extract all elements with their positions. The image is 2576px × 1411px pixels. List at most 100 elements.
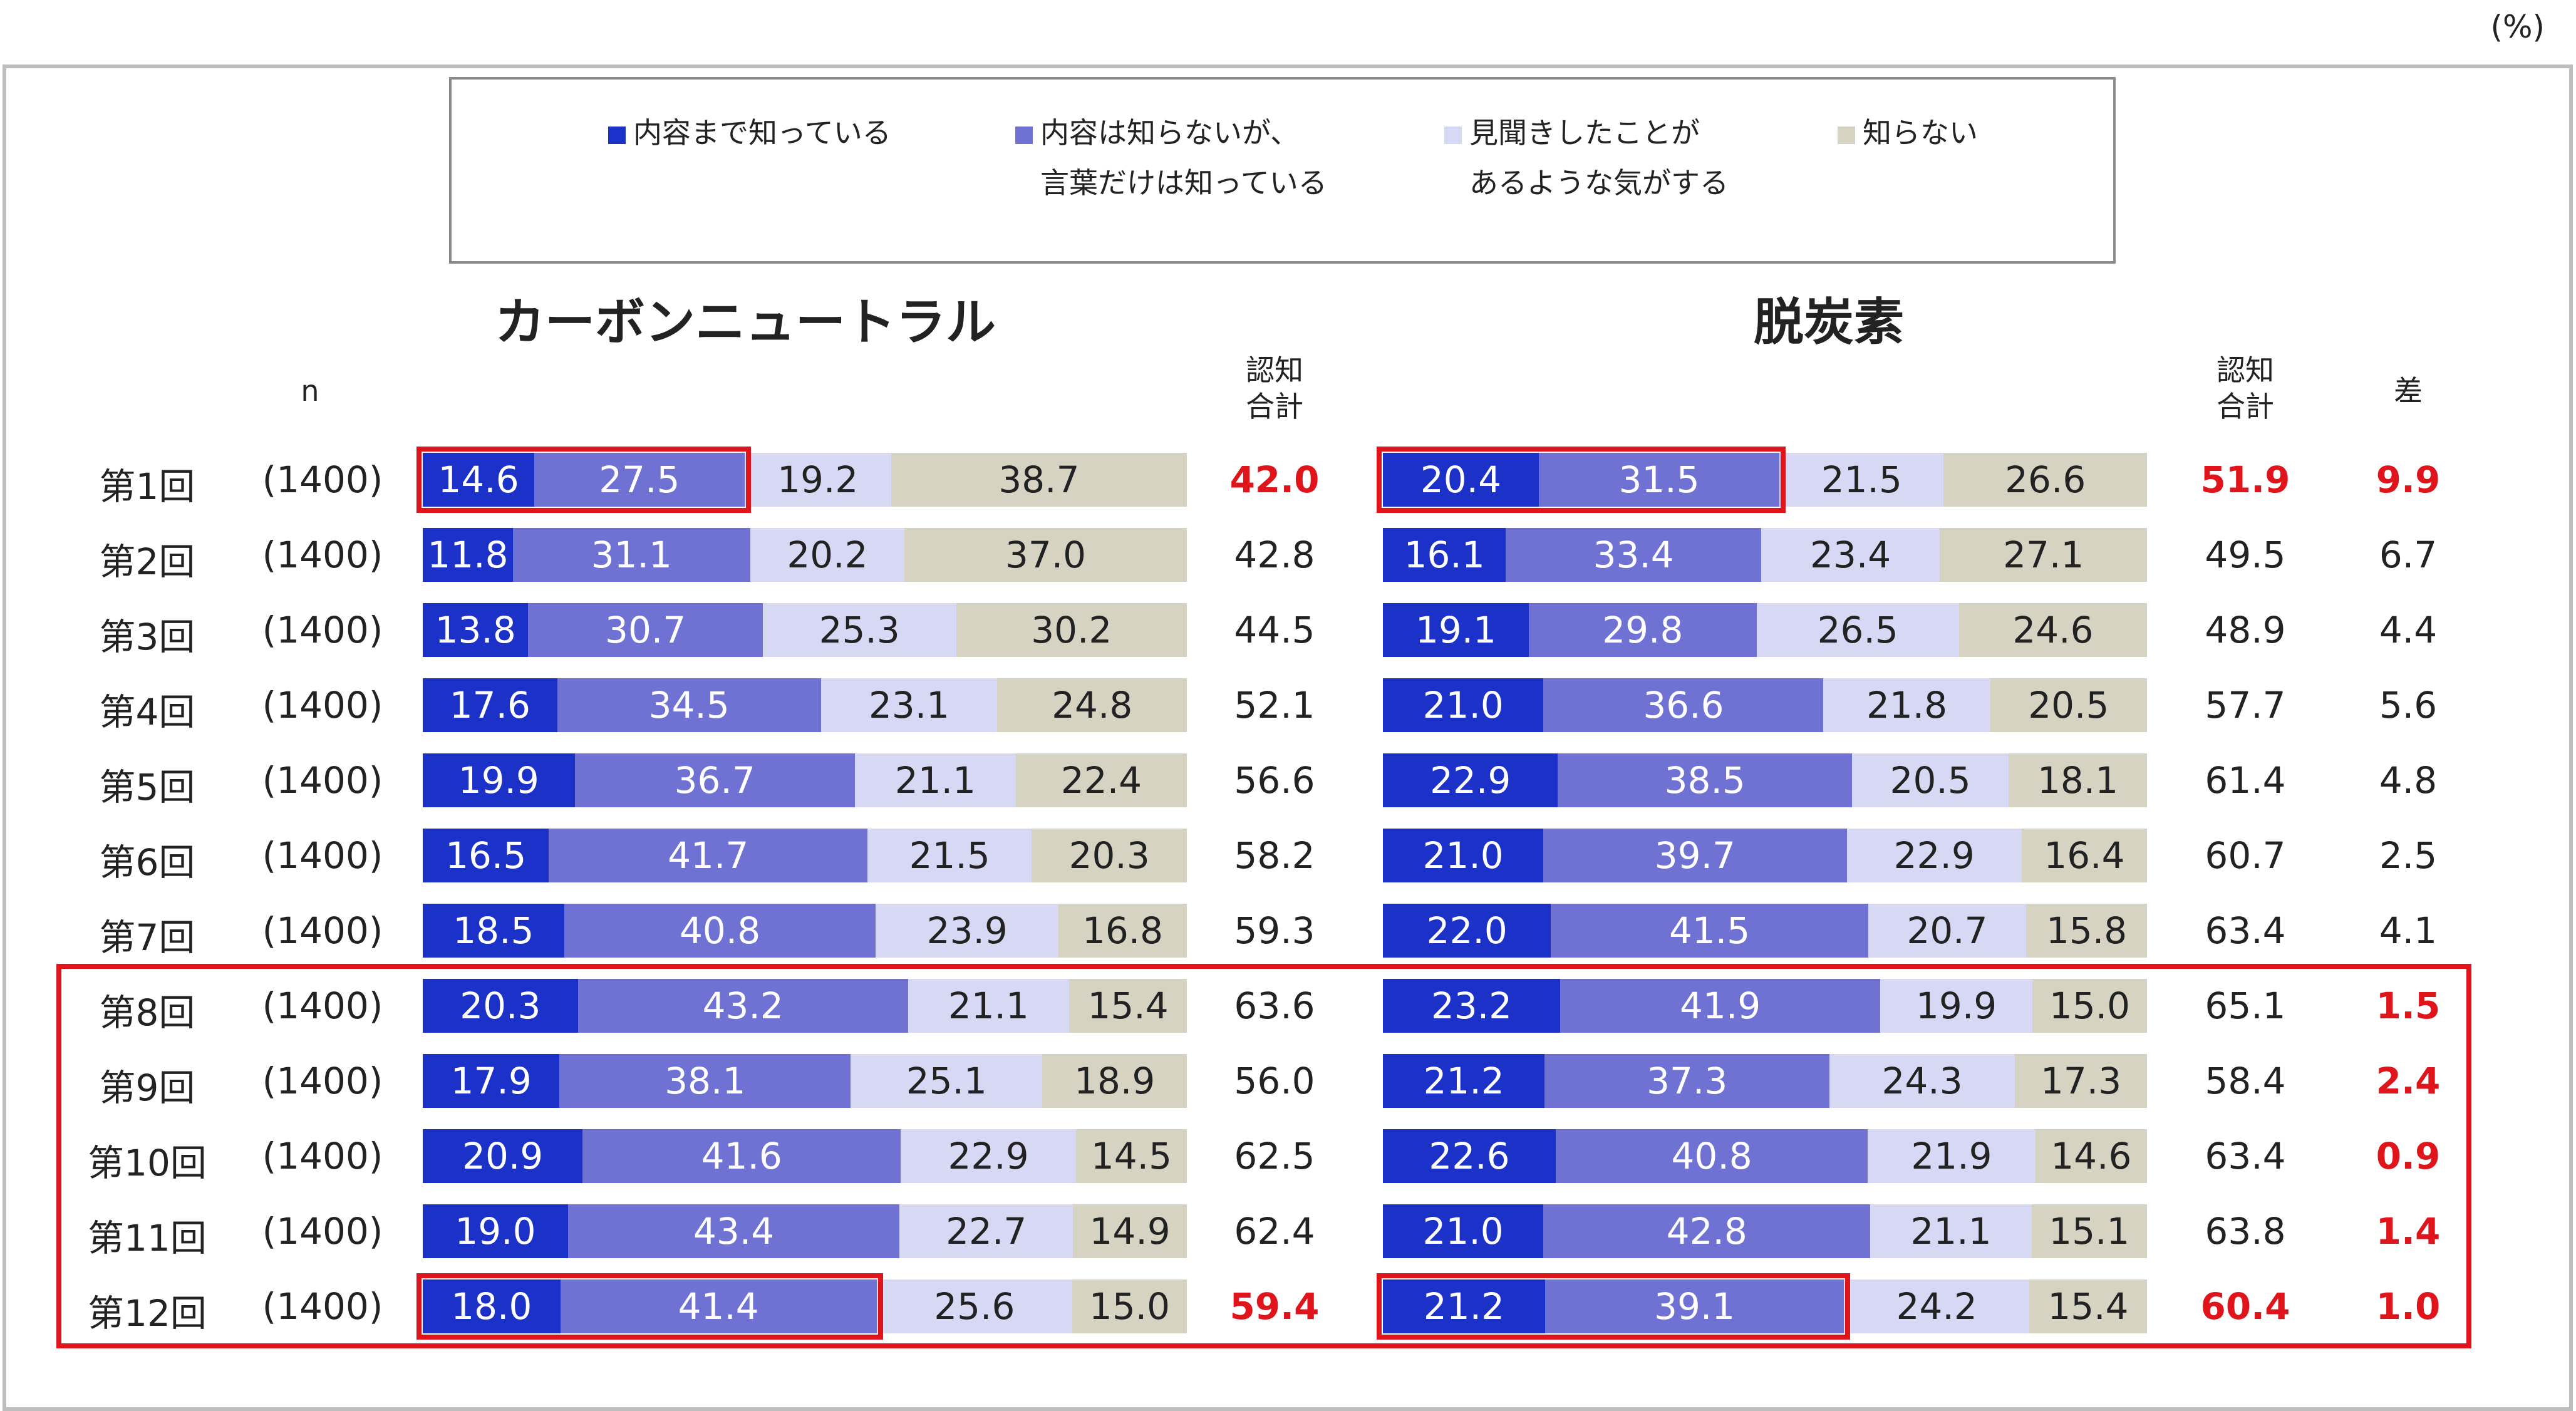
row-n: (1400)	[262, 834, 383, 877]
bar-segment: 38.5	[1558, 753, 1853, 807]
bar-segment: 25.6	[876, 1279, 1072, 1333]
recognition-total: 61.4	[2205, 759, 2286, 802]
recognition-header-left: 認知 合計	[1246, 353, 1303, 423]
legend-label: あるような気がする	[1469, 166, 1729, 200]
bar-segment: 20.4	[1383, 453, 1539, 507]
bar-segment: 20.3	[423, 979, 578, 1033]
recognition-total: 63.4	[2205, 909, 2286, 952]
recognition-total: 57.7	[2205, 684, 2286, 726]
bar-segment: 34.5	[557, 678, 821, 732]
row-n: (1400)	[262, 985, 383, 1027]
bar-segment: 18.1	[2009, 753, 2147, 807]
recognition-total: 62.4	[1234, 1210, 1315, 1253]
bar-segment: 16.1	[1383, 528, 1506, 582]
bar-segment: 30.7	[528, 603, 763, 657]
difference-value: 5.6	[2379, 684, 2438, 726]
left-panel-title: カーボンニュートラル	[495, 293, 996, 351]
stacked-bar: 22.0 41.5 20.7 15.8	[1383, 904, 2147, 958]
highlight-box	[416, 447, 751, 513]
stacked-bar: 22.9 38.5 20.5 18.1	[1383, 753, 2147, 807]
unit-label: (%)	[2490, 9, 2545, 45]
bar-segment: 26.5	[1756, 603, 1959, 657]
recognition-total: 56.6	[1234, 759, 1315, 802]
bar-segment: 21.0	[1383, 1204, 1544, 1258]
bar-segment: 41.7	[549, 829, 868, 882]
bar-segment: 17.9	[423, 1054, 560, 1108]
bar-segment: 39.1	[1544, 1279, 1844, 1333]
bar-segment: 43.2	[577, 979, 908, 1033]
recognition-total: 52.1	[1234, 684, 1315, 726]
row-n: (1400)	[262, 1135, 383, 1177]
bar-segment: 27.5	[534, 453, 745, 507]
row-label: 第10回	[88, 1142, 207, 1184]
legend-swatch	[1015, 126, 1033, 144]
recognition-total: 63.6	[1234, 985, 1315, 1027]
recognition-total: 44.5	[1234, 609, 1315, 651]
stacked-bar: 19.1 29.8 26.5 24.6	[1383, 603, 2147, 657]
bar-segment: 37.3	[1544, 1054, 1829, 1108]
bar-segment: 39.7	[1543, 829, 1847, 882]
stacked-bar: 20.3 43.2 21.1 15.4	[423, 979, 1187, 1033]
bar-segment: 20.3	[1032, 829, 1187, 882]
difference-value: 4.8	[2379, 759, 2438, 802]
legend-label: 内容は知らないが、	[1040, 116, 1300, 150]
row-label: 第6回	[99, 841, 195, 884]
row-label: 第2回	[99, 540, 195, 583]
recognition-total: 65.1	[2205, 985, 2286, 1027]
difference-value: 9.9	[2376, 458, 2441, 501]
bar-segment: 33.4	[1506, 528, 1761, 582]
bar-segment: 24.8	[997, 678, 1187, 732]
difference-value: 0.9	[2376, 1135, 2441, 1177]
bar-segment: 15.4	[1069, 979, 1187, 1033]
legend: 内容まで知っている 内容は知らないが、 言葉だけは知っている 見聞きしたことが …	[449, 77, 2116, 264]
legend-swatch	[1838, 126, 1855, 144]
bar-segment: 15.0	[2032, 979, 2147, 1033]
stacked-bar: 19.9 36.7 21.1 22.4	[423, 753, 1187, 807]
bar-segment: 18.5	[423, 904, 564, 958]
bar-segment: 25.3	[762, 603, 956, 657]
bar-segment: 22.4	[1015, 753, 1187, 807]
bar-segment: 22.9	[1383, 753, 1558, 807]
n-header: n	[301, 374, 319, 408]
bar-segment: 16.8	[1058, 904, 1187, 958]
bar-segment: 21.0	[1383, 678, 1544, 732]
bar-segment: 11.8	[423, 528, 513, 582]
highlight-box	[1377, 1273, 1851, 1340]
row-label: 第3回	[99, 616, 195, 658]
bar-segment: 23.1	[820, 678, 998, 732]
stacked-bar: 14.6 27.5 19.2 38.7	[423, 453, 1187, 507]
recognition-total: 63.8	[2205, 1210, 2286, 1253]
bar-segment: 22.9	[901, 1129, 1076, 1183]
bar-segment: 20.9	[423, 1129, 583, 1183]
difference-value: 4.4	[2379, 609, 2438, 651]
difference-value: 2.5	[2379, 834, 2438, 877]
stacked-bar: 20.9 41.6 22.9 14.5	[423, 1129, 1187, 1183]
bar-segment: 23.9	[876, 904, 1059, 958]
bar-segment: 26.6	[1943, 453, 2147, 507]
recognition-total: 49.5	[2205, 534, 2286, 576]
row-n: (1400)	[262, 909, 383, 952]
bar-segment: 40.8	[564, 904, 876, 958]
bar-segment: 14.5	[1075, 1129, 1187, 1183]
bar-segment: 40.8	[1555, 1129, 1868, 1183]
bar-segment: 14.6	[423, 453, 535, 507]
row-n: (1400)	[262, 534, 383, 576]
bar-segment: 21.1	[908, 979, 1070, 1033]
bar-segment: 43.4	[567, 1204, 900, 1258]
recognition-total: 62.5	[1234, 1135, 1315, 1177]
bar-segment: 15.8	[2026, 904, 2147, 958]
difference-value: 1.5	[2376, 985, 2441, 1027]
bar-segment: 23.2	[1383, 979, 1561, 1033]
stacked-bar: 21.2 37.3 24.3 17.3	[1383, 1054, 2147, 1108]
bar-segment: 18.0	[423, 1279, 561, 1333]
difference-value: 1.4	[2376, 1210, 2441, 1253]
bar-segment: 21.0	[1383, 829, 1544, 882]
bar-segment: 19.0	[423, 1204, 568, 1258]
bar-segment: 17.6	[423, 678, 557, 732]
legend-item: 内容は知らないが、 言葉だけは知っている	[1015, 108, 1327, 208]
bar-segment: 22.6	[1383, 1129, 1556, 1183]
recognition-total: 42.0	[1229, 458, 1320, 501]
recognition-total: 59.3	[1234, 909, 1315, 952]
legend-item: 見聞きしたことが あるような気がする	[1444, 108, 1729, 208]
row-label: 第5回	[99, 766, 195, 809]
